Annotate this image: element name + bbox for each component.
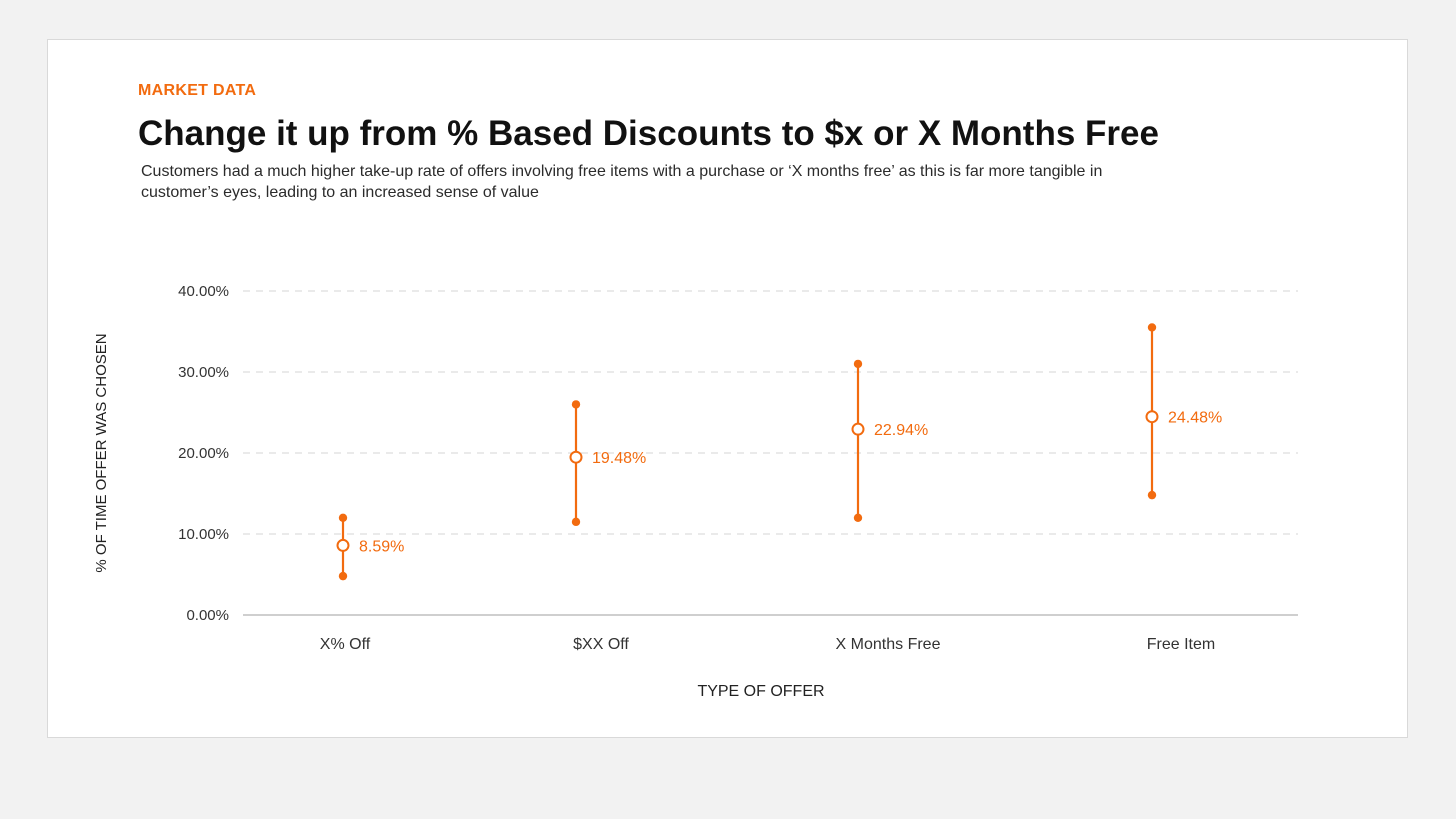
y-tick-label: 10.00% <box>178 526 229 543</box>
data-label: 24.48% <box>1168 410 1222 427</box>
value-marker <box>851 422 865 436</box>
data-label: 8.59% <box>359 538 404 555</box>
value-marker <box>336 538 350 552</box>
page-subtitle: Customers had a much higher take-up rate… <box>141 163 1103 201</box>
y-tick-labels: 0.00% 10.00% 20.00% 30.00% 40.00% <box>178 283 229 624</box>
range-mark: 19.48% <box>569 400 646 527</box>
x-tick-label: X% Off <box>320 636 371 653</box>
x-tick-label: $XX Off <box>573 636 629 653</box>
y-tick-label: 30.00% <box>178 364 229 381</box>
y-tick-label: 20.00% <box>178 445 229 462</box>
value-marker <box>569 450 583 464</box>
gridlines <box>243 290 1298 616</box>
range-low-dot <box>853 513 863 522</box>
data-label: 22.94% <box>874 422 928 439</box>
range-mark: 24.48% <box>1145 323 1222 500</box>
range-low-dot <box>571 517 581 527</box>
range-mark: 22.94% <box>851 359 928 522</box>
x-axis-label: TYPE OF OFFER <box>697 683 824 700</box>
range-low-dot <box>338 571 348 581</box>
range-high-dot <box>1147 323 1157 332</box>
y-tick-label: 0.00% <box>186 607 229 624</box>
data-label: 19.48% <box>592 450 646 467</box>
x-tick-label: Free Item <box>1147 636 1215 653</box>
range-chart: 0.00% 10.00% 20.00% 30.00% 40.00% X% Off $XX … <box>93 283 1298 700</box>
value-marker <box>1145 410 1159 424</box>
section-eyebrow: MARKET DATA <box>138 82 257 99</box>
page-title: Change it up from % Based Discounts to $… <box>138 114 1159 153</box>
range-high-dot <box>853 359 863 369</box>
range-high-dot <box>571 400 581 409</box>
y-axis-label: % OF TIME OFFER WAS CHOSEN <box>93 333 110 572</box>
range-marks: 8.59% 19.48% 22.94% 24.48% <box>336 323 1222 581</box>
range-mark: 8.59% <box>336 513 404 581</box>
y-tick-label: 40.00% <box>178 283 229 300</box>
x-tick-label: X Months Free <box>836 636 941 653</box>
chart-card: MARKET DATA Change it up from % Based Di… <box>47 39 1408 738</box>
range-high-dot <box>338 513 348 522</box>
range-low-dot <box>1147 490 1157 500</box>
x-tick-labels: X% Off $XX Off X Months Free Free Item <box>320 636 1215 653</box>
